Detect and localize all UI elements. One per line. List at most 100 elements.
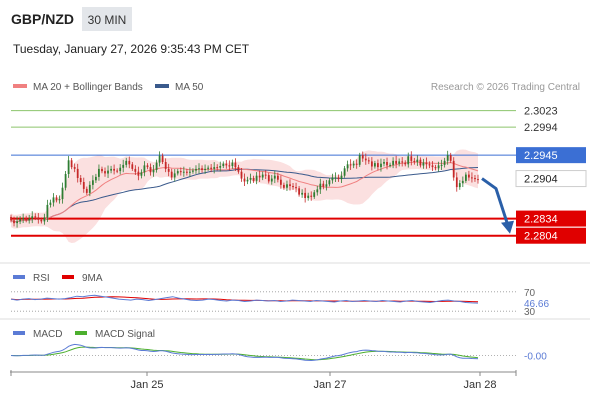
candle-body bbox=[416, 159, 419, 162]
candle-body bbox=[465, 174, 467, 181]
candle-body bbox=[307, 195, 310, 198]
time-axis-ticks: Jan 25 Jan 27 Jan 28 bbox=[10, 370, 517, 391]
datetime-label: Tuesday, January 27, 2026 9:35:43 PM CET bbox=[13, 42, 250, 56]
candle-body bbox=[283, 184, 285, 188]
candle-body bbox=[398, 161, 401, 164]
interval-label[interactable]: 30 MIN bbox=[88, 13, 127, 27]
candle-body bbox=[395, 160, 397, 164]
candle-body bbox=[64, 174, 67, 188]
candle-body bbox=[292, 186, 294, 188]
candle-body bbox=[392, 160, 394, 165]
candle-body bbox=[295, 187, 297, 189]
candle-body bbox=[231, 162, 234, 166]
candle-body bbox=[413, 160, 416, 162]
candle-body bbox=[88, 184, 91, 193]
candle-body bbox=[240, 171, 243, 179]
candle-body bbox=[289, 184, 291, 186]
candle-body bbox=[277, 175, 279, 180]
candle-body bbox=[243, 178, 246, 182]
candle-body bbox=[361, 155, 364, 159]
ma20-legend-swatch bbox=[13, 84, 27, 88]
candle-body bbox=[22, 218, 24, 220]
support-label: 2.2834 bbox=[524, 214, 558, 226]
candle-body bbox=[298, 188, 300, 195]
candle-body bbox=[161, 155, 164, 162]
rsi-legend-swatch bbox=[13, 275, 25, 279]
candle-body bbox=[204, 168, 206, 170]
macd-signal-line bbox=[11, 346, 479, 361]
interval-badge[interactable] bbox=[82, 7, 132, 31]
candle-body bbox=[155, 162, 158, 170]
rsi-legend-label: RSI bbox=[33, 273, 50, 284]
candle-body bbox=[101, 168, 103, 172]
candle-body bbox=[85, 188, 88, 193]
candle-body bbox=[422, 162, 425, 166]
candle-body bbox=[82, 182, 85, 189]
pivot-label: 2.2945 bbox=[524, 150, 558, 162]
symbol-title[interactable]: GBP/NZD bbox=[11, 11, 74, 27]
candle-body bbox=[325, 184, 328, 187]
candle-body bbox=[246, 179, 249, 182]
candle-body bbox=[431, 165, 434, 168]
candle-body bbox=[352, 163, 355, 166]
candle-body bbox=[158, 155, 161, 163]
macd-signal-legend-swatch bbox=[75, 331, 87, 335]
rsi-ma-legend-swatch bbox=[62, 275, 74, 279]
candle-body bbox=[219, 166, 222, 168]
candle-body bbox=[437, 165, 440, 169]
candle-body bbox=[310, 195, 313, 197]
candle-body bbox=[16, 221, 18, 224]
candle-body bbox=[319, 183, 322, 190]
candle-body bbox=[110, 168, 112, 171]
candle-body bbox=[173, 173, 176, 178]
candle-body bbox=[98, 168, 100, 177]
candle-body bbox=[452, 160, 455, 178]
ma50-legend-label: MA 50 bbox=[175, 82, 204, 93]
price-panel: 2.3023 2.2994 2.2945 2.2904 2.2834 2.2804 bbox=[10, 106, 587, 244]
candle-body bbox=[70, 160, 73, 168]
candle-body bbox=[343, 168, 346, 176]
candle-body bbox=[383, 162, 385, 164]
candle-body bbox=[349, 164, 352, 166]
candle-body bbox=[73, 167, 76, 169]
candle-body bbox=[31, 216, 34, 219]
candle-body bbox=[440, 164, 443, 166]
pivot-label-bg bbox=[516, 147, 586, 164]
ma20-line bbox=[10, 161, 479, 223]
candle-body bbox=[252, 178, 255, 181]
candle-body bbox=[249, 178, 252, 180]
candle-body bbox=[458, 183, 461, 188]
candle-body bbox=[19, 219, 21, 222]
candle-body bbox=[455, 177, 458, 188]
candle-body bbox=[367, 160, 370, 162]
macd-panel: -0.00 bbox=[10, 343, 547, 363]
rsi-level-label: 30 bbox=[524, 307, 536, 318]
candle-body bbox=[131, 164, 134, 169]
candle-body bbox=[446, 155, 449, 161]
candle-body bbox=[270, 178, 273, 182]
candle-body bbox=[474, 178, 476, 180]
candle-body bbox=[76, 168, 79, 178]
macd-legend-label: MACD bbox=[33, 329, 62, 340]
time-tick-label: Jan 28 bbox=[463, 379, 496, 391]
candle-body bbox=[267, 175, 270, 182]
candle-body bbox=[304, 192, 306, 198]
time-tick-label: Jan 25 bbox=[130, 379, 163, 391]
candle-body bbox=[301, 192, 303, 195]
candle-body bbox=[140, 172, 143, 176]
credit-label: Research © 2026 Trading Central bbox=[431, 82, 580, 93]
candle-body bbox=[207, 167, 209, 169]
candle-body bbox=[371, 161, 373, 167]
candle-body bbox=[119, 167, 122, 172]
candle-body bbox=[189, 171, 191, 173]
time-tick-label: Jan 27 bbox=[313, 379, 346, 391]
candle-body bbox=[461, 180, 464, 184]
candle-body bbox=[443, 160, 446, 165]
candle-body bbox=[170, 171, 173, 178]
candle-body bbox=[380, 163, 382, 168]
candle-body bbox=[195, 168, 197, 171]
candle-body bbox=[79, 178, 82, 182]
candle-body bbox=[331, 177, 334, 181]
candle-body bbox=[364, 158, 367, 161]
